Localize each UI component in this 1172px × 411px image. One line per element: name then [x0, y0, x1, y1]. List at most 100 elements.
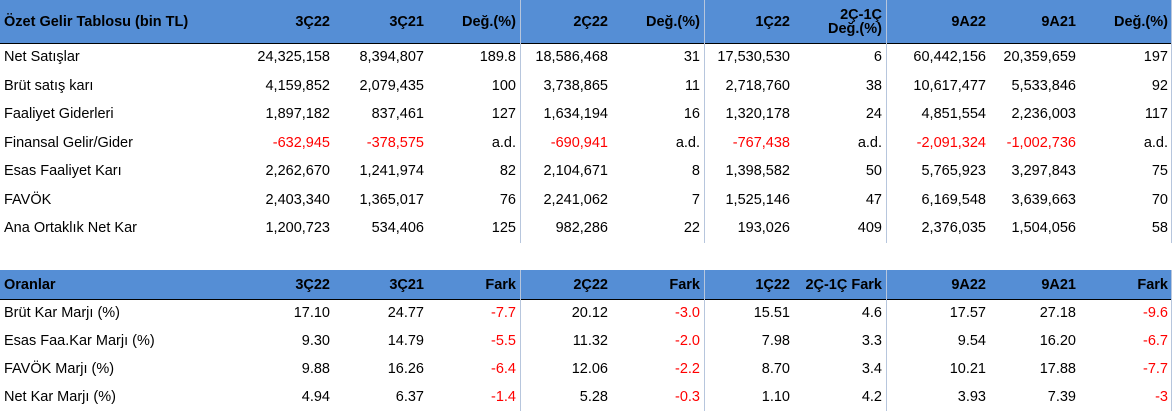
table-cell: 197	[1143, 49, 1168, 66]
table-cell: 9.54	[957, 333, 986, 349]
header-row: Özet Gelir Tablosu (bin TL) 3Ç22 3Ç21 Değ.(…	[0, 0, 1172, 44]
column-header: Değ.(%)	[1114, 13, 1168, 30]
row-label: Faaliyet Giderleri	[4, 106, 114, 123]
table-cell: a.d.	[857, 134, 882, 151]
table-cell: 2,241,062	[543, 191, 608, 208]
table-cell: -6.7	[1143, 333, 1168, 349]
table-cell: 3.4	[861, 361, 882, 377]
table-cell: 76	[499, 191, 516, 208]
table-cell: 189.8	[479, 49, 516, 66]
table-cell: 3,297,843	[1011, 163, 1076, 180]
table-row: FAVÖK 2,403,340 1,365,017 76 2,241,062 7 1,525…	[0, 186, 1172, 215]
table-cell: 409	[857, 220, 882, 237]
table-cell: 4,159,852	[265, 77, 330, 94]
column-divider	[704, 270, 705, 411]
header-row: Oranlar 3Ç22 3Ç21 Fark 2Ç22 Fark 1Ç22 2Ç-1Ç Far…	[0, 270, 1172, 300]
table-row: Faaliyet Giderleri 1,897,182 837,461 127 1,6…	[0, 100, 1172, 129]
table-cell: 1,241,974	[359, 163, 424, 180]
table-cell: 2,236,003	[1011, 106, 1076, 123]
table-cell: 1,504,056	[1011, 220, 1076, 237]
column-header: 3Ç21	[389, 276, 424, 293]
table-cell: 18,586,468	[535, 49, 608, 66]
column-divider	[886, 0, 887, 243]
column-header: Fark	[485, 276, 516, 293]
table-cell: 17.88	[1039, 361, 1076, 377]
row-label: Net Kar Marjı (%)	[4, 389, 116, 405]
table-cell: 1,634,194	[543, 106, 608, 123]
table-cell: 117	[1144, 106, 1168, 123]
table-cell: 6,169,548	[921, 191, 986, 208]
table-cell: -632,945	[272, 134, 330, 151]
table-cell: 82	[499, 163, 516, 180]
table-cell: 24	[865, 106, 882, 123]
row-label: Net Satışlar	[4, 49, 80, 66]
table-cell: 10.21	[949, 361, 986, 377]
table-cell: -1,002,736	[1006, 134, 1076, 151]
table-cell: 5,533,846	[1011, 77, 1076, 94]
table-row: Esas Faa.Kar Marjı (%) 9.30 14.79 -5.5 11.32…	[0, 327, 1172, 355]
column-header: 3Ç21	[389, 13, 424, 30]
table-cell: 24.77	[387, 305, 424, 321]
table-cell: -9.6	[1143, 305, 1168, 321]
column-header: 3Ç22	[295, 13, 330, 30]
table-cell: 534,406	[371, 220, 424, 237]
table-cell: -1.4	[491, 389, 516, 405]
table-row: Net Satışlar 24,325,158 8,394,807 189.8 18,5…	[0, 43, 1172, 72]
table-cell: 1,320,178	[725, 106, 790, 123]
column-divider	[886, 270, 887, 411]
table-cell: 6.37	[395, 389, 424, 405]
table-cell: 125	[491, 220, 516, 237]
table-cell: 5,765,923	[921, 163, 986, 180]
column-divider	[520, 0, 521, 243]
table-cell: 2,104,671	[543, 163, 608, 180]
column-header: 2Ç-1Ç Fark	[805, 276, 882, 293]
table-cell: -378,575	[366, 134, 424, 151]
table-cell: 10,617,477	[913, 77, 986, 94]
table-cell: 4.6	[861, 305, 882, 321]
table-cell: 27.18	[1039, 305, 1076, 321]
column-header: Fark	[1137, 276, 1168, 293]
table-cell: -3.0	[675, 305, 700, 321]
column-header: 2Ç22	[573, 13, 608, 30]
table-cell: 92	[1151, 77, 1168, 94]
table-cell: 2,718,760	[725, 77, 790, 94]
table-cell: 2,376,035	[921, 220, 986, 237]
column-header: 1Ç22	[755, 13, 790, 30]
table-cell: 2,262,670	[265, 163, 330, 180]
table-cell: 3.3	[861, 333, 882, 349]
table-row: Finansal Gelir/Gider -632,945 -378,575 a.d.…	[0, 129, 1172, 158]
table-cell: 9.88	[301, 361, 330, 377]
table-cell: 7.98	[761, 333, 790, 349]
table-cell: 47	[865, 191, 882, 208]
table-cell: a.d.	[1143, 134, 1168, 151]
table-cell: -3	[1155, 389, 1168, 405]
table-row: Net Kar Marjı (%) 4.94 6.37 -1.4 5.28 -0.3 1.1…	[0, 383, 1172, 411]
table-cell: 100	[491, 77, 516, 94]
table-cell: 4.94	[301, 389, 330, 405]
column-divider	[704, 0, 705, 243]
table-cell: -767,438	[732, 134, 790, 151]
table-cell: 3,738,865	[543, 77, 608, 94]
table-cell: 24,325,158	[257, 49, 330, 66]
column-header-line: Değ.(%)	[828, 20, 882, 37]
table-cell: -7.7	[1143, 361, 1168, 377]
table-row: FAVÖK Marjı (%) 9.88 16.26 -6.4 12.06 -2.2 8.7…	[0, 355, 1172, 383]
table-cell: 2,403,340	[265, 191, 330, 208]
table-cell: 4.2	[861, 389, 882, 405]
table-cell: 6	[873, 49, 882, 66]
column-header: 9A21	[1041, 276, 1076, 293]
table-cell: 17,530,530	[717, 49, 790, 66]
table-cell: 2,079,435	[359, 77, 424, 94]
table-cell: 22	[683, 220, 700, 237]
table-cell: -0.3	[675, 389, 700, 405]
table-cell: 4,851,554	[921, 106, 986, 123]
column-header: Değ.(%)	[462, 13, 516, 30]
table-cell: 1.10	[761, 389, 790, 405]
column-header-line: 2Ç-1Ç	[840, 6, 882, 23]
column-header: 9A22	[951, 13, 986, 30]
table-cell: 982,286	[555, 220, 608, 237]
table-cell: 837,461	[371, 106, 424, 123]
table-cell: 9.30	[301, 333, 330, 349]
table-cell: 5.28	[579, 389, 608, 405]
row-label: Ana Ortaklık Net Kar	[4, 220, 137, 237]
